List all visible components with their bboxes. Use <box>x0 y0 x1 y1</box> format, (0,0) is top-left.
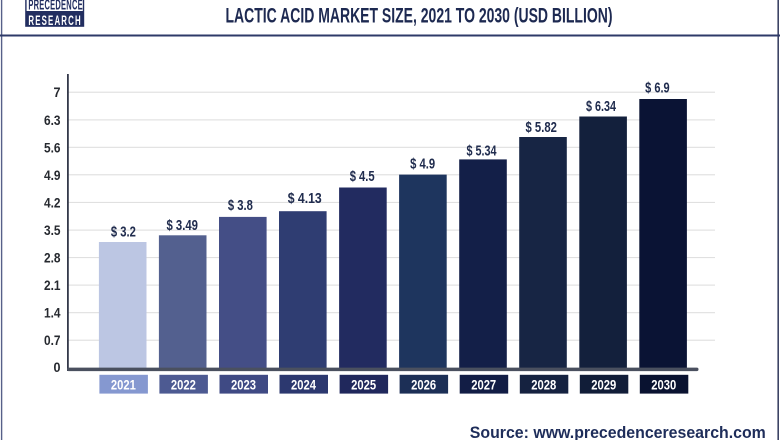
svg-text:2.8: 2.8 <box>44 251 61 266</box>
svg-text:2029: 2029 <box>591 377 616 392</box>
svg-text:5.6: 5.6 <box>44 140 61 155</box>
svg-text:7: 7 <box>54 85 61 100</box>
svg-text:$ 5.82: $ 5.82 <box>526 120 557 136</box>
svg-text:$ 4.5: $ 4.5 <box>350 169 375 185</box>
svg-text:$ 3.8: $ 3.8 <box>228 198 253 214</box>
svg-text:$ 6.34: $ 6.34 <box>586 99 616 115</box>
svg-text:4.2: 4.2 <box>44 195 61 210</box>
svg-text:$ 4.9: $ 4.9 <box>410 157 435 173</box>
svg-text:2022: 2022 <box>171 377 196 392</box>
svg-text:2028: 2028 <box>531 377 556 392</box>
svg-text:$ 3.49: $ 3.49 <box>166 218 198 234</box>
svg-text:2026: 2026 <box>411 377 436 392</box>
svg-text:Source: www.precedenceresearch: Source: www.precedenceresearch.com <box>470 423 766 440</box>
svg-text:$ 5.34: $ 5.34 <box>467 144 497 160</box>
svg-text:0.7: 0.7 <box>44 333 61 348</box>
svg-text:$ 4.13: $ 4.13 <box>288 191 322 207</box>
svg-text:0: 0 <box>54 360 61 375</box>
svg-text:3.5: 3.5 <box>44 223 61 238</box>
svg-text:2030: 2030 <box>651 377 676 392</box>
svg-text:2027: 2027 <box>471 377 496 392</box>
svg-text:2023: 2023 <box>231 377 256 392</box>
svg-text:LACTIC ACID MARKET SIZE, 2021: LACTIC ACID MARKET SIZE, 2021 TO 2030 (U… <box>226 4 613 28</box>
svg-text:6.3: 6.3 <box>44 113 61 128</box>
svg-text:PRECEDENCE: PRECEDENCE <box>28 0 83 13</box>
svg-text:2024: 2024 <box>291 377 316 392</box>
svg-text:RESEARCH: RESEARCH <box>28 13 82 28</box>
svg-text:4.9: 4.9 <box>44 168 61 183</box>
svg-text:$ 3.2: $ 3.2 <box>111 225 136 241</box>
svg-text:2021: 2021 <box>111 377 136 392</box>
svg-text:1.4: 1.4 <box>44 306 61 321</box>
svg-text:2025: 2025 <box>351 377 376 392</box>
svg-text:$ 6.9: $ 6.9 <box>645 81 670 97</box>
svg-text:2.1: 2.1 <box>44 278 61 293</box>
